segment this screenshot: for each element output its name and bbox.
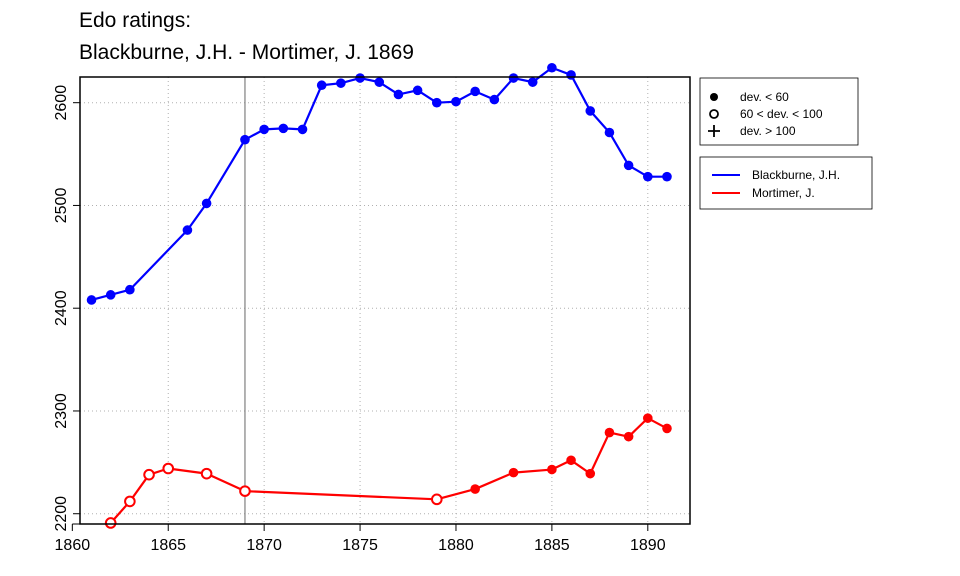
data-point bbox=[508, 73, 519, 83]
data-point bbox=[470, 484, 480, 494]
data-point bbox=[278, 123, 289, 134]
data-point bbox=[566, 455, 576, 466]
x-tick-label: 1880 bbox=[438, 537, 474, 554]
data-point bbox=[470, 86, 480, 97]
data-point bbox=[662, 171, 672, 182]
data-point bbox=[604, 427, 615, 438]
y-tick-label: 2500 bbox=[53, 188, 70, 224]
chart-subtitle: Blackburne, J.H. - Mortimer, J. 1869 bbox=[79, 41, 414, 64]
data-point bbox=[239, 485, 251, 497]
data-point bbox=[412, 85, 423, 96]
series-legend-box bbox=[699, 156, 873, 210]
grid bbox=[80, 77, 690, 524]
data-point bbox=[316, 80, 327, 91]
data-point bbox=[162, 462, 175, 475]
data-point bbox=[585, 468, 596, 479]
x-tick-label: 1865 bbox=[150, 537, 186, 554]
axes: 1860 1865 1870 1875 1880 1885 1890 2200 2300 2400… bbox=[53, 85, 666, 554]
data-point bbox=[642, 413, 653, 423]
data-point bbox=[623, 160, 634, 171]
data-point bbox=[297, 124, 308, 135]
data-point bbox=[336, 78, 346, 88]
data-point bbox=[508, 467, 519, 478]
data-point bbox=[430, 493, 443, 506]
filled-circle-icon bbox=[710, 93, 718, 101]
x-tick-label: 1870 bbox=[246, 537, 282, 554]
data-point bbox=[604, 127, 615, 138]
data-point bbox=[566, 70, 576, 80]
x-tick-label: 1890 bbox=[630, 537, 666, 554]
data-point bbox=[451, 96, 461, 107]
series-legend: Blackburne, J.H. Mortimer, J. bbox=[699, 156, 873, 210]
legend-series-label: Blackburne, J.H. bbox=[752, 168, 840, 182]
data-point bbox=[642, 171, 653, 182]
data-point bbox=[547, 464, 557, 475]
data-point bbox=[374, 77, 385, 87]
open-circle-icon bbox=[709, 109, 719, 119]
data-point bbox=[393, 89, 404, 100]
data-point bbox=[662, 423, 672, 434]
x-tick-label: 1860 bbox=[55, 537, 91, 554]
data-point bbox=[547, 62, 557, 73]
data-point bbox=[623, 431, 634, 442]
data-point bbox=[201, 198, 212, 209]
x-tick-label: 1875 bbox=[342, 537, 378, 554]
deviation-legend: dev. < 60 60 < dev. < 100 dev. > 100 bbox=[699, 77, 859, 146]
legend-dev-label: dev. > 100 bbox=[740, 124, 796, 138]
data-point bbox=[355, 73, 365, 83]
y-tick-label: 2300 bbox=[53, 393, 70, 429]
data-point bbox=[105, 290, 116, 300]
data-point bbox=[585, 106, 596, 116]
data-point bbox=[240, 134, 250, 145]
data-point bbox=[125, 284, 135, 295]
data-point bbox=[124, 495, 136, 508]
x-tick-label: 1885 bbox=[534, 537, 570, 554]
y-tick-label: 2400 bbox=[53, 290, 70, 326]
data-point bbox=[104, 517, 117, 529]
data-point bbox=[200, 467, 213, 480]
deviation-legend-box bbox=[699, 77, 859, 146]
data-point bbox=[86, 295, 97, 305]
data-point bbox=[182, 225, 193, 235]
y-tick-label: 2200 bbox=[53, 496, 70, 532]
legend-dev-label: 60 < dev. < 100 bbox=[740, 107, 823, 121]
series-line-blackburne bbox=[91, 66, 667, 302]
data-point bbox=[489, 94, 500, 105]
plus-icon bbox=[708, 125, 720, 137]
data-point bbox=[431, 97, 442, 108]
chart-title: Edo ratings: bbox=[79, 9, 192, 32]
data-point bbox=[527, 77, 538, 87]
legend-dev-label: dev. < 60 bbox=[740, 90, 789, 104]
y-tick-label: 2600 bbox=[53, 85, 70, 121]
series-layer bbox=[86, 62, 672, 529]
data-point bbox=[259, 124, 269, 135]
legend-series-label: Mortimer, J. bbox=[752, 186, 815, 200]
series-line-mortimer bbox=[109, 417, 668, 524]
data-point bbox=[143, 468, 155, 481]
